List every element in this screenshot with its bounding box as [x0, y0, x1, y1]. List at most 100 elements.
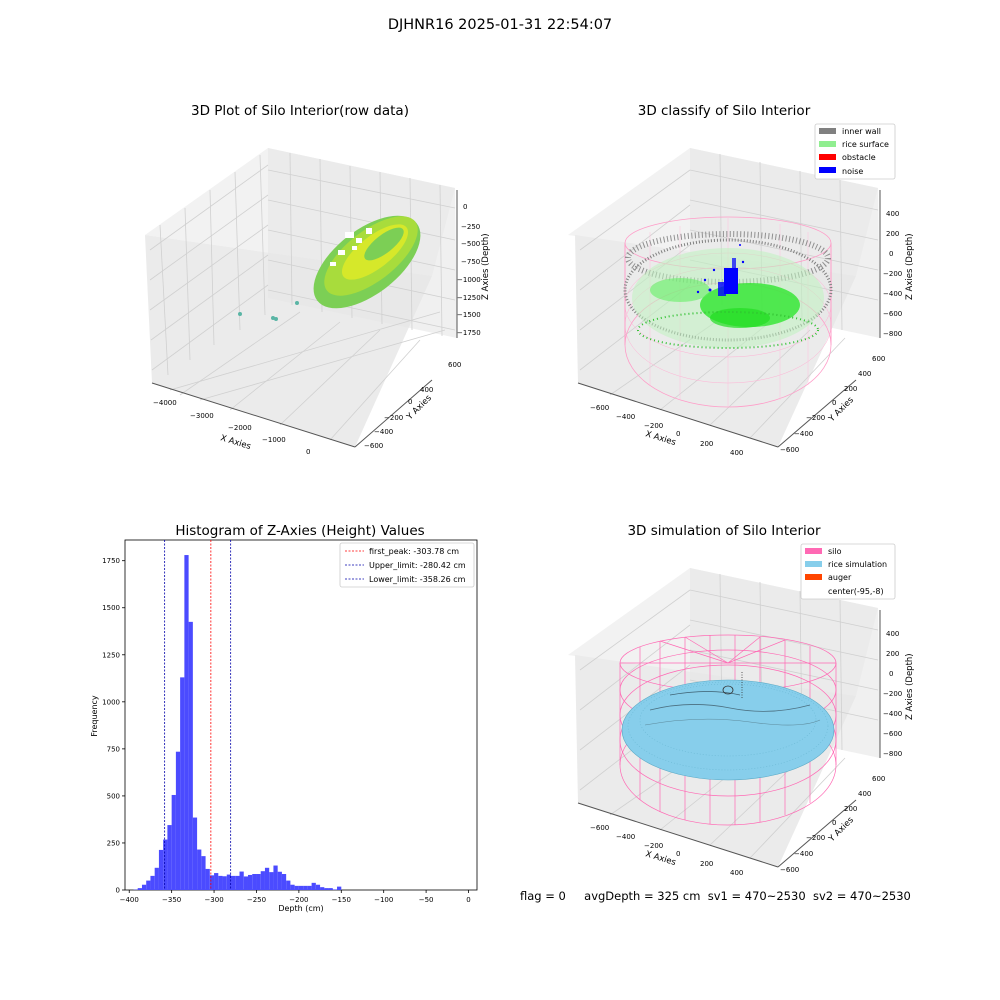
histogram-bar	[294, 885, 299, 890]
z-tick: 400	[886, 210, 899, 218]
y-tick: −200	[384, 414, 403, 422]
z-tick: −600	[883, 310, 902, 318]
y-tick: 400	[858, 370, 871, 378]
panel3-title: Histogram of Z-Axies (Height) Values	[175, 523, 425, 539]
histogram-bar	[311, 882, 316, 890]
histogram-bar	[218, 875, 223, 890]
z-tick: −250	[461, 223, 480, 231]
y-tick-label: 250	[107, 839, 120, 847]
panel4-title: 3D simulation of Silo Interior	[627, 523, 821, 539]
x-tick: −2000	[228, 424, 252, 432]
rice-simulation-surface	[621, 679, 835, 781]
y-tick: −200	[806, 414, 825, 422]
legend-label: obstacle	[842, 153, 876, 162]
histogram-bar	[324, 888, 329, 890]
y-tick: 600	[448, 361, 461, 369]
histogram-bar	[320, 887, 325, 890]
legend-swatch-noise	[819, 167, 836, 173]
z-tick: −200	[883, 690, 902, 698]
z-tick: 0	[889, 670, 893, 678]
legend-label: Upper_limit: -280.42 cm	[369, 561, 466, 570]
histogram-bar	[277, 871, 282, 890]
histogram-bar	[269, 872, 274, 890]
histogram-bar	[332, 889, 338, 890]
y-tick-label: 750	[107, 745, 120, 753]
legend-label: Lower_limit: -358.26 cm	[369, 575, 466, 584]
histogram-bar	[141, 884, 147, 890]
y-tick: 0	[408, 398, 412, 406]
x-tick-label: −150	[332, 896, 351, 904]
x-tick: 200	[700, 440, 713, 448]
histogram-bar	[298, 885, 304, 890]
x-tick: −600	[590, 824, 609, 832]
histogram-bar	[256, 874, 261, 890]
legend-label: auger	[828, 573, 852, 582]
status-line: flag = 0 avgDepth = 325 cm sv1 = 470~253…	[520, 889, 911, 903]
axis-lines	[151, 190, 458, 448]
sv1-text: sv1 = 470~2530	[707, 889, 806, 903]
histogram-bar	[201, 856, 206, 890]
y-tick: −400	[374, 428, 393, 436]
y-axis-label: Y Axies	[826, 815, 856, 845]
histogram-bar	[150, 875, 155, 890]
x-tick-label: −200	[289, 896, 308, 904]
z-tick: −400	[883, 290, 902, 298]
z-tick: −750	[461, 258, 480, 266]
y-tick: −600	[780, 866, 799, 874]
legend-swatch-silo	[805, 548, 822, 554]
x-tick: 0	[676, 850, 680, 858]
z-tick: −200	[883, 270, 902, 278]
y-tick-label: 0	[116, 887, 120, 895]
z-tick: −500	[461, 240, 480, 248]
histogram-bar	[235, 875, 240, 890]
z-axis-label: Z Axies (Depth)	[905, 653, 915, 720]
histogram-bar	[197, 849, 202, 890]
z-tick: 0	[463, 203, 467, 211]
y-axis-label: Y Axies	[826, 395, 856, 425]
y-tick: 0	[832, 399, 836, 407]
x-tick: 400	[730, 869, 743, 877]
reference-lines	[164, 540, 232, 890]
y-tick: 400	[858, 790, 871, 798]
histogram-bar	[290, 884, 295, 890]
histogram-bar	[337, 886, 342, 890]
panel1-title: 3D Plot of Silo Interior(row data)	[191, 103, 409, 119]
z-tick: −1000	[457, 276, 481, 284]
y-tick-label: 500	[107, 792, 120, 800]
histogram-bar	[264, 867, 270, 890]
x-tick: −200	[644, 422, 663, 430]
legend-label: rice simulation	[828, 560, 887, 569]
z-tick: 200	[886, 650, 899, 658]
z-axis-label: Z Axies (Depth)	[481, 233, 491, 300]
z-tick: −800	[883, 330, 902, 338]
classify-3d-plot: −600 −400 −200 0 200 400 600 400 200 0 −…	[568, 123, 915, 457]
legend-label: noise	[842, 167, 863, 176]
legend-swatch-obstacle	[819, 154, 836, 160]
x-tick: −4000	[153, 399, 177, 407]
histogram-bar	[167, 825, 172, 890]
histogram-bar	[303, 885, 308, 890]
histogram-bar	[180, 677, 185, 890]
y-tick: −400	[794, 430, 813, 438]
z-tick: −800	[883, 750, 902, 758]
y-tick-label: 1250	[102, 651, 120, 659]
y-tick: 400	[420, 386, 433, 394]
x-tick: 200	[700, 860, 713, 868]
y-tick: 200	[844, 805, 857, 813]
raw-point-cloud	[238, 215, 421, 321]
grid-lines	[149, 152, 456, 441]
x-tick: 400	[730, 449, 743, 457]
histogram-plot: −400 −350 −300 −250 −200 −150 −100 −50 0 0 250 500…	[90, 539, 478, 913]
axis-lines	[577, 610, 881, 868]
y-tick: 600	[872, 775, 885, 783]
x-tick: 0	[306, 448, 310, 456]
histogram-bar	[307, 885, 312, 890]
auger	[722, 672, 743, 698]
z-tick: 0	[889, 250, 893, 258]
histogram-bar	[239, 871, 244, 890]
y-tick-label: 1000	[102, 698, 120, 706]
legend-label: silo	[828, 547, 842, 556]
flag-text: flag = 0	[520, 889, 566, 903]
y-tick: 600	[872, 355, 885, 363]
x-tick-label: 0	[466, 896, 470, 904]
